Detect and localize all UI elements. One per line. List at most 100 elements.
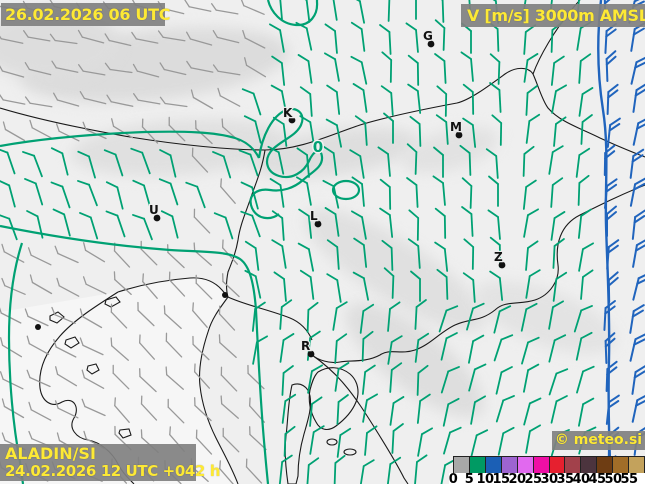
island-krk <box>308 367 359 431</box>
isotach-green-west <box>0 130 260 159</box>
wind-barb <box>26 335 50 355</box>
wind-barb <box>525 240 539 271</box>
wind-barb <box>247 364 265 390</box>
wind-barb <box>461 206 474 237</box>
wind-barb <box>349 149 365 179</box>
wind-barb <box>352 271 369 301</box>
wind-barb <box>159 62 187 76</box>
colorbar-cell <box>484 457 501 473</box>
wind-barb <box>550 211 566 241</box>
cities-layer: K G M L U Z R <box>35 28 506 358</box>
wind-barb <box>191 147 209 173</box>
colorbar-tick-label: 50 <box>604 472 622 484</box>
wind-barb <box>26 210 44 239</box>
wind-barb <box>221 239 239 265</box>
wind-barb <box>434 241 449 272</box>
wind-barb <box>407 83 422 114</box>
wind-barb <box>521 336 540 365</box>
coast-gulf-trieste <box>117 277 229 298</box>
wind-barb <box>184 0 212 12</box>
wind-barb <box>306 330 321 361</box>
wind-barb <box>106 94 134 107</box>
city-label: M <box>450 120 462 134</box>
wind-barb <box>24 178 44 206</box>
wind-barb <box>364 425 378 456</box>
colorbar-tick-label: 0 <box>448 472 458 484</box>
wind-barb <box>629 304 645 334</box>
city-dot <box>222 292 228 298</box>
wind-barb <box>217 87 241 107</box>
wind-barb <box>222 427 240 453</box>
wind-barb <box>629 177 645 207</box>
city-label: Z <box>494 250 503 264</box>
wind-barb <box>548 334 567 363</box>
wind-barb <box>77 180 98 207</box>
wind-barb <box>309 425 325 455</box>
wind-barb <box>470 395 486 425</box>
wind-barb <box>271 239 287 269</box>
wind-barb <box>55 366 78 387</box>
wind-barb <box>550 395 568 424</box>
wind-barb <box>604 332 616 364</box>
border-alps <box>0 67 645 158</box>
wind-barb <box>387 335 403 365</box>
wind-barb <box>324 23 338 54</box>
model-info-box: ALADIN/SI 24.02.2026 12 UTC +042 h <box>0 444 220 481</box>
wind-barb <box>523 53 539 83</box>
border-slo-cro <box>311 184 645 364</box>
wind-barb <box>523 24 537 55</box>
wind-barb <box>391 423 404 454</box>
colorbar-tick-label: 45 <box>588 472 606 484</box>
wind-barb <box>297 54 313 84</box>
wind-barb <box>387 301 401 332</box>
city-label: U <box>149 203 159 217</box>
wind-barb <box>333 454 346 484</box>
wind-barb <box>493 334 514 362</box>
wind-barb <box>461 22 472 54</box>
wind-barb <box>240 210 261 238</box>
wind-barb <box>195 429 213 455</box>
wind-barb <box>79 337 104 356</box>
isotach-green-oval <box>331 179 361 201</box>
wind-barb <box>605 50 617 82</box>
wind-barb <box>186 31 213 46</box>
wind-barb <box>440 366 460 394</box>
wind-barb <box>523 397 542 426</box>
city-dot <box>455 131 463 139</box>
wind-barb <box>219 460 235 484</box>
wind-barb <box>0 92 26 105</box>
wind-barb <box>379 207 394 238</box>
wind-barb <box>334 333 348 364</box>
wind-barb <box>79 308 103 329</box>
border-ita-slo <box>225 149 266 298</box>
wind-barb <box>159 149 177 178</box>
city-dot <box>498 261 506 269</box>
wind-barb <box>278 454 293 484</box>
wind-barb <box>52 208 71 237</box>
wind-barb <box>111 118 134 139</box>
wind-barb <box>436 85 448 117</box>
wind-barb <box>24 62 52 76</box>
wind-barb <box>281 393 297 424</box>
wind-barb <box>245 458 263 484</box>
wind-barb <box>193 208 211 234</box>
wind-barb <box>167 244 185 269</box>
wind-barb <box>493 305 512 334</box>
model-name-label: ALADIN/SI <box>5 444 96 463</box>
wind-barb <box>167 398 185 424</box>
wind-barb <box>0 304 22 324</box>
wind-barb <box>334 362 350 392</box>
wind-barb <box>548 145 564 175</box>
wind-barb <box>252 335 268 365</box>
wind-barb <box>299 269 315 300</box>
city-dot <box>153 214 161 222</box>
border-istria <box>227 296 313 341</box>
wind-barb <box>442 397 460 427</box>
wind-barb <box>550 177 564 208</box>
wind-barb <box>212 64 241 76</box>
wind-barb <box>24 308 49 327</box>
city-dot <box>35 324 41 330</box>
wind-barb <box>212 30 240 44</box>
wind-barb <box>522 179 537 210</box>
